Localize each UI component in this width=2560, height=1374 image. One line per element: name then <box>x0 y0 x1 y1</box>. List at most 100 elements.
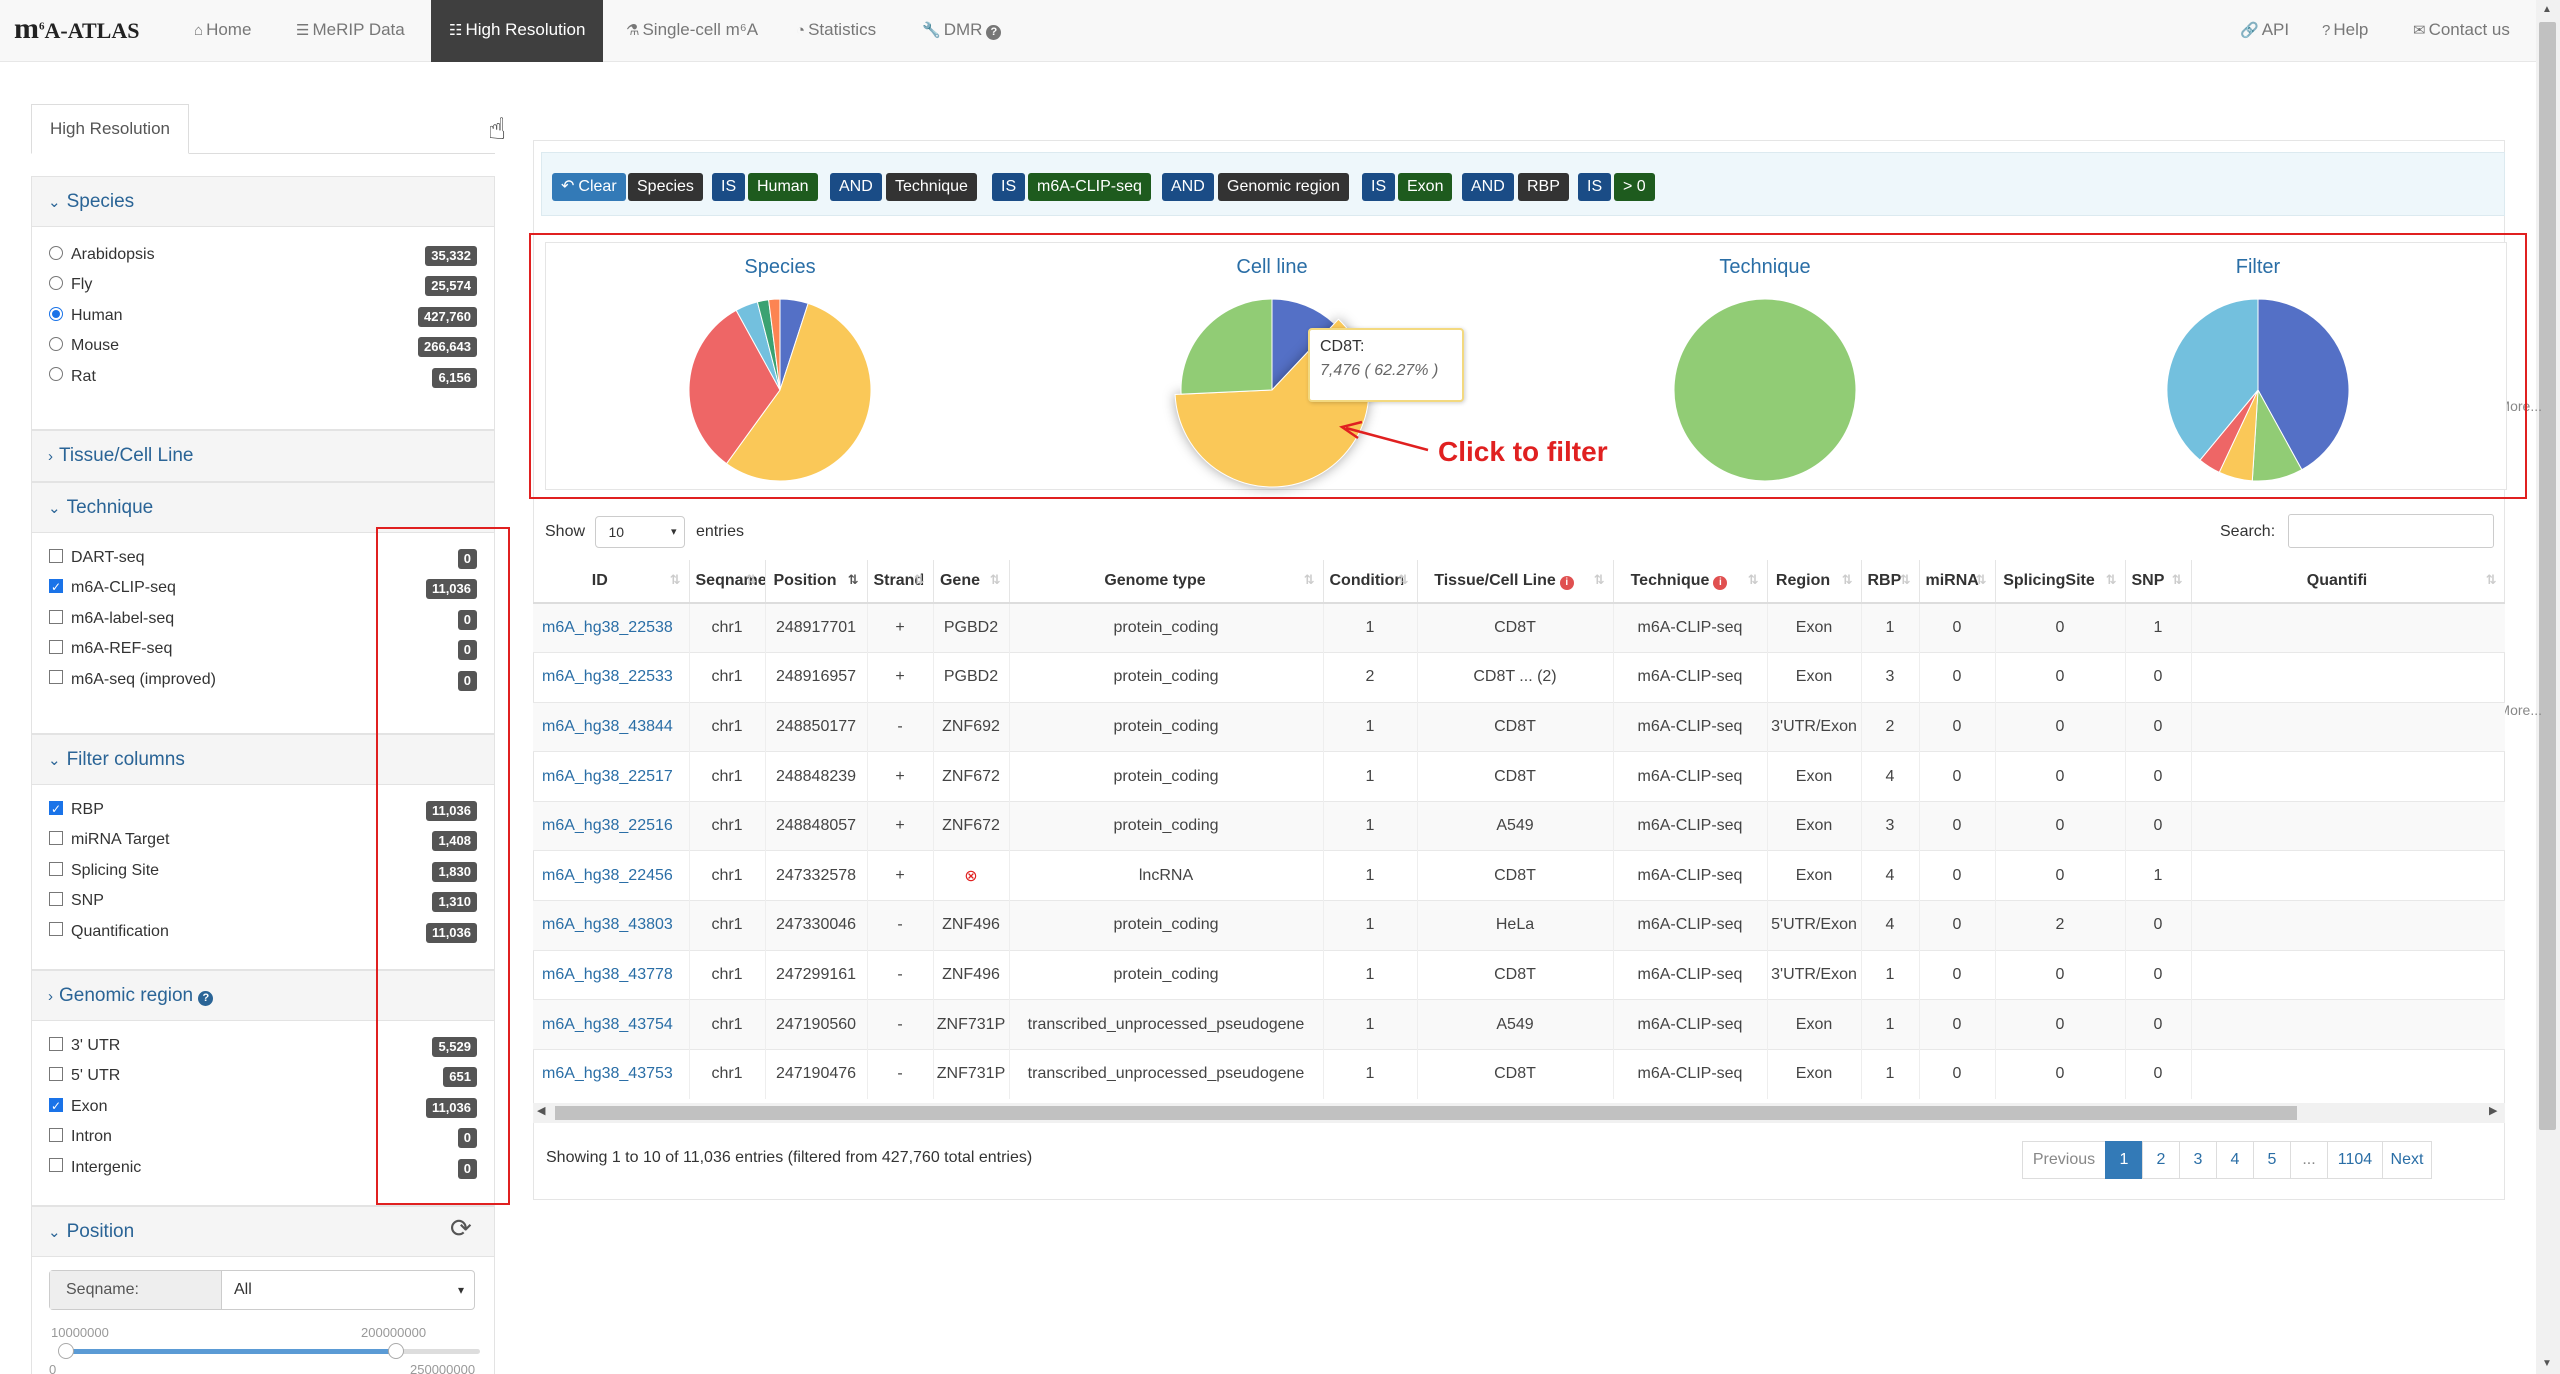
genomic-region-option[interactable]: Exon 11,036 <box>49 1091 477 1122</box>
technique-option[interactable]: m6A-REF-seq 0 <box>49 634 477 664</box>
pie-slice[interactable] <box>2166 298 2259 461</box>
filter-column-option[interactable]: SNP 1,310 <box>49 886 477 916</box>
nav-statistics[interactable]: ◔ Statistics <box>796 0 876 62</box>
nav-merip-data[interactable]: ☰ MeRIP Data <box>296 0 405 62</box>
filter-token[interactable]: Human <box>748 173 818 201</box>
slider-handle-left[interactable] <box>58 1343 74 1359</box>
row-id-link[interactable]: m6A_hg38_22516 <box>533 800 690 851</box>
tab-high-resolution[interactable]: High Resolution <box>31 104 189 154</box>
column-header[interactable]: Seqname ⇅ <box>689 560 766 604</box>
nav-home[interactable]: ⌂ Home <box>194 0 251 62</box>
filter-token[interactable]: AND <box>1462 173 1514 201</box>
checkbox[interactable] <box>49 1036 63 1051</box>
genomic-region-option[interactable]: Intron 0 <box>49 1122 477 1152</box>
radio-button[interactable] <box>49 276 63 291</box>
nav-contact-us[interactable]: ✉ Contact us <box>2413 0 2510 62</box>
brand-logo[interactable]: m6A-ATLAS <box>14 12 140 45</box>
pie-slice[interactable] <box>1180 298 1273 395</box>
checkbox[interactable] <box>49 1158 63 1173</box>
technique-option[interactable]: m6A-label-seq 0 <box>49 604 477 634</box>
radio-button[interactable] <box>49 306 63 321</box>
page-button[interactable]: 4 <box>2216 1141 2254 1179</box>
search-input[interactable] <box>2288 514 2494 548</box>
species-option[interactable]: Fly 25,574 <box>49 270 477 300</box>
prev-page-button[interactable]: Previous <box>2022 1141 2106 1179</box>
species-option[interactable]: Human 427,760 <box>49 301 477 331</box>
slider-handle-right[interactable] <box>388 1343 404 1359</box>
position-slider[interactable] <box>58 1343 480 1359</box>
nav-high-resolution[interactable]: ☷ High Resolution <box>431 0 604 62</box>
help-icon[interactable]: ? <box>198 991 214 1006</box>
filter-token[interactable]: m6A-CLIP-seq <box>1028 173 1151 201</box>
seqname-select[interactable]: Seqname: All ▾ <box>49 1270 475 1310</box>
clear-filter-button[interactable]: ↶ Clear <box>552 173 626 201</box>
checkbox[interactable] <box>49 639 63 654</box>
checkbox[interactable] <box>49 891 63 906</box>
nav-dmr[interactable]: 🔧 DMR? <box>922 0 1002 62</box>
pie-slice[interactable] <box>1271 298 1335 392</box>
nav-help[interactable]: ? Help <box>2322 0 2368 62</box>
tissue-header[interactable]: › Tissue/Cell Line <box>32 431 494 481</box>
page-button[interactable]: 5 <box>2253 1141 2291 1179</box>
checkbox[interactable] <box>49 548 63 563</box>
column-header[interactable]: Tissue/Cell Line i ⇅ <box>1417 560 1614 604</box>
row-id-link[interactable]: m6A_hg38_43754 <box>533 999 690 1050</box>
nav-single-cell-m-a[interactable]: ⚗ Single-cell m⁶A <box>626 0 758 62</box>
genomic-region-option[interactable]: 5' UTR 651 <box>49 1061 477 1091</box>
checkbox[interactable] <box>49 609 63 624</box>
radio-button[interactable] <box>49 367 63 382</box>
page-scrollbar[interactable]: ▲ ▼ <box>2536 0 2560 1374</box>
page-button[interactable]: 2 <box>2142 1141 2180 1179</box>
column-header[interactable]: Technique i ⇅ <box>1613 560 1768 604</box>
table-h-scrollbar[interactable]: ◀ ▶ <box>533 1103 2505 1123</box>
row-id-link[interactable]: m6A_hg38_43753 <box>533 1048 690 1099</box>
checkbox[interactable] <box>49 670 63 685</box>
filter-column-option[interactable]: Quantification 11,036 <box>49 917 477 947</box>
column-header[interactable]: SplicingSite ⇅ <box>1995 560 2126 604</box>
column-header[interactable]: miRNA ⇅ <box>1919 560 1996 604</box>
table-h-scrollbar-thumb[interactable] <box>555 1106 2297 1120</box>
checkbox[interactable] <box>49 1067 63 1082</box>
checkbox[interactable] <box>49 922 63 937</box>
column-header[interactable]: RBP ⇅ <box>1861 560 1920 604</box>
row-id-link[interactable]: m6A_hg38_43778 <box>533 949 690 1000</box>
pie-slice[interactable] <box>1673 298 1857 482</box>
hand-pointer-icon[interactable]: ☝ <box>488 113 507 146</box>
species-header[interactable]: ⌄ Species <box>32 177 494 227</box>
filter-column-option[interactable]: Splicing Site 1,830 <box>49 856 477 886</box>
row-id-link[interactable]: m6A_hg38_22538 <box>533 602 690 653</box>
column-header[interactable]: Quantifi ⇅ <box>2191 560 2505 604</box>
filter-token[interactable]: Exon <box>1398 173 1453 201</box>
filter-columns-header[interactable]: ⌄ Filter columns <box>32 735 494 785</box>
scroll-down-icon[interactable]: ▼ <box>2542 1358 2552 1369</box>
position-header[interactable]: ⌄ Position <box>32 1207 494 1257</box>
scroll-right-icon[interactable]: ▶ <box>2489 1105 2498 1117</box>
next-page-button[interactable]: Next <box>2382 1141 2432 1179</box>
filter-column-option[interactable]: miRNA Target 1,408 <box>49 825 477 855</box>
page-scrollbar-thumb[interactable] <box>2539 22 2556 1130</box>
row-id-link[interactable]: m6A_hg38_43844 <box>533 701 690 752</box>
filter-token[interactable]: IS <box>712 173 746 201</box>
technique-option[interactable]: m6A-CLIP-seq 11,036 <box>49 572 477 603</box>
column-header[interactable]: Region ⇅ <box>1767 560 1862 604</box>
filter-column-option[interactable]: RBP 11,036 <box>49 794 477 825</box>
column-header[interactable]: Gene ⇅ <box>933 560 1010 604</box>
filter-token[interactable]: IS <box>1578 173 1612 201</box>
column-header[interactable]: Genome type ⇅ <box>1009 560 1324 604</box>
checkbox[interactable] <box>49 1127 63 1142</box>
species-option[interactable]: Mouse 266,643 <box>49 331 477 361</box>
row-id-link[interactable]: m6A_hg38_22456 <box>533 850 690 901</box>
technique-header[interactable]: ⌄ Technique <box>32 483 494 533</box>
filter-token[interactable]: Genomic region <box>1218 173 1349 201</box>
checkbox[interactable] <box>49 831 63 846</box>
column-header[interactable]: Condition ⇅ <box>1323 560 1418 604</box>
technique-option[interactable]: DART-seq 0 <box>49 543 477 573</box>
pie-slice[interactable] <box>2257 298 2350 471</box>
column-header[interactable]: Strand ⇅ <box>867 560 934 604</box>
row-id-link[interactable]: m6A_hg38_22533 <box>533 652 690 703</box>
refresh-icon[interactable]: ⟳ <box>450 1213 472 1243</box>
scroll-left-icon[interactable]: ◀ <box>537 1105 546 1117</box>
genomic-region-header[interactable]: › Genomic region ? <box>32 971 494 1021</box>
nav-api[interactable]: 🔗 API <box>2240 0 2289 62</box>
column-header[interactable]: ID ⇅ <box>533 560 690 604</box>
